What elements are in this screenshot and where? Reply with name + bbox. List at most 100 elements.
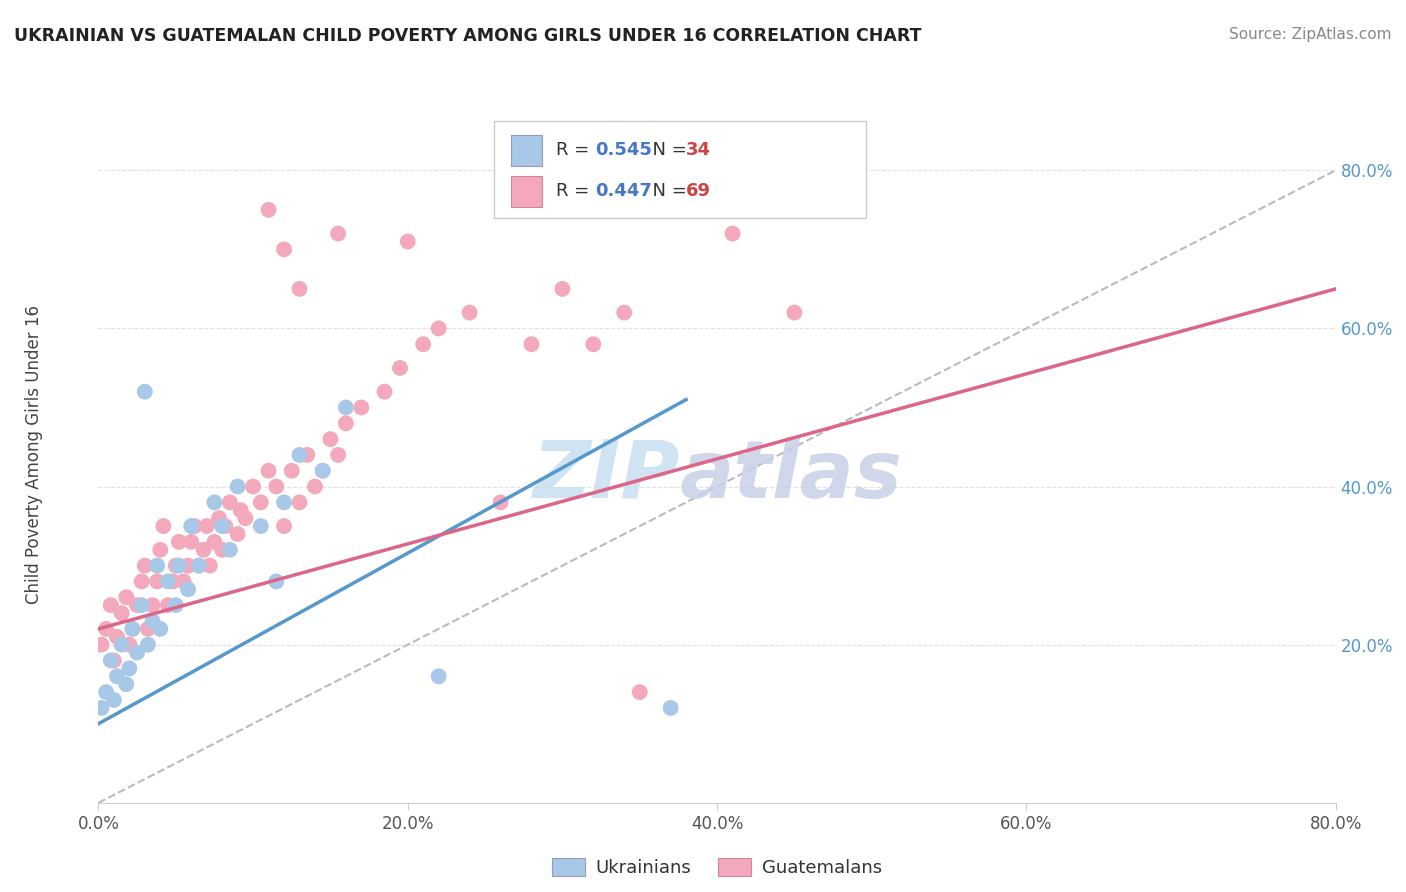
- Point: [146, 558, 169, 573]
- Point: [242, 479, 264, 493]
- Point: [146, 574, 169, 589]
- Point: [783, 305, 806, 319]
- Legend: Ukrainians, Guatemalans: Ukrainians, Guatemalans: [546, 850, 889, 884]
- Point: [100, 653, 122, 667]
- Point: [134, 558, 156, 573]
- Y-axis label: Child Poverty Among Girls Under 16: Child Poverty Among Girls Under 16: [25, 305, 42, 605]
- Point: [288, 495, 311, 509]
- Point: [520, 337, 543, 351]
- Point: [96, 622, 118, 636]
- Point: [127, 598, 149, 612]
- Point: [121, 622, 143, 636]
- Point: [304, 479, 326, 493]
- Text: 69: 69: [686, 182, 710, 200]
- Text: 0.545: 0.545: [596, 141, 652, 159]
- Point: [167, 535, 190, 549]
- Point: [335, 401, 357, 415]
- Point: [118, 661, 141, 675]
- Point: [103, 653, 125, 667]
- Point: [180, 519, 202, 533]
- Point: [149, 542, 172, 557]
- Point: [90, 701, 112, 715]
- Point: [134, 384, 156, 399]
- Point: [131, 598, 153, 612]
- Point: [396, 235, 419, 249]
- Point: [226, 479, 249, 493]
- Point: [214, 519, 236, 533]
- Point: [180, 535, 202, 549]
- Point: [111, 606, 132, 620]
- Point: [188, 558, 211, 573]
- Point: [121, 622, 143, 636]
- Text: UKRAINIAN VS GUATEMALAN CHILD POVERTY AMONG GIRLS UNDER 16 CORRELATION CHART: UKRAINIAN VS GUATEMALAN CHILD POVERTY AM…: [14, 27, 921, 45]
- Point: [136, 622, 159, 636]
- Point: [326, 448, 350, 462]
- Point: [489, 495, 512, 509]
- Point: [264, 574, 288, 589]
- Point: [312, 464, 335, 478]
- Point: [172, 574, 194, 589]
- Point: [183, 519, 205, 533]
- Point: [111, 638, 132, 652]
- Point: [177, 558, 200, 573]
- Point: [229, 503, 252, 517]
- Text: R =: R =: [557, 182, 595, 200]
- Point: [388, 360, 412, 375]
- Point: [721, 227, 744, 241]
- Point: [273, 243, 295, 257]
- Point: [319, 432, 342, 446]
- Point: [204, 495, 226, 509]
- Point: [551, 282, 574, 296]
- Point: [211, 542, 233, 557]
- Point: [273, 495, 295, 509]
- Point: [96, 685, 118, 699]
- Point: [141, 598, 165, 612]
- Point: [427, 669, 450, 683]
- Text: 34: 34: [686, 141, 710, 159]
- Text: R =: R =: [557, 141, 595, 159]
- Point: [208, 511, 231, 525]
- Point: [281, 464, 304, 478]
- Point: [288, 282, 311, 296]
- Point: [115, 591, 138, 605]
- Text: N =: N =: [641, 141, 692, 159]
- Text: N =: N =: [641, 182, 692, 200]
- Point: [188, 558, 211, 573]
- Point: [204, 535, 226, 549]
- Point: [162, 574, 184, 589]
- Point: [149, 622, 172, 636]
- Point: [100, 598, 122, 612]
- Point: [312, 464, 335, 478]
- Point: [165, 558, 187, 573]
- Point: [613, 305, 636, 319]
- Point: [90, 638, 112, 652]
- Point: [288, 448, 311, 462]
- Point: [458, 305, 481, 319]
- Point: [105, 630, 128, 644]
- Point: [659, 701, 682, 715]
- Point: [141, 614, 165, 628]
- Point: [105, 669, 128, 683]
- Text: 0.447: 0.447: [596, 182, 652, 200]
- Point: [131, 574, 153, 589]
- Point: [157, 598, 180, 612]
- Point: [226, 527, 249, 541]
- Point: [273, 519, 295, 533]
- Point: [257, 464, 280, 478]
- Point: [157, 574, 180, 589]
- Point: [235, 511, 257, 525]
- Point: [257, 202, 280, 217]
- Point: [193, 542, 215, 557]
- Point: [165, 598, 187, 612]
- Point: [195, 519, 218, 533]
- Point: [136, 638, 159, 652]
- Point: [326, 227, 350, 241]
- Text: Source: ZipAtlas.com: Source: ZipAtlas.com: [1229, 27, 1392, 42]
- Point: [219, 495, 242, 509]
- Point: [250, 519, 273, 533]
- Point: [198, 558, 221, 573]
- Point: [350, 401, 373, 415]
- Text: atlas: atlas: [681, 437, 903, 515]
- Text: ZIP: ZIP: [533, 437, 681, 515]
- Point: [412, 337, 434, 351]
